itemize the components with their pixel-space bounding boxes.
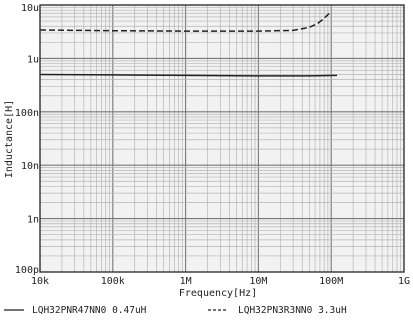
- x-tick-label: 1M: [180, 276, 192, 287]
- legend-label-1: LQH32PNR47NN0 0.47uH: [32, 305, 147, 316]
- y-tick-label: 100n: [15, 108, 39, 119]
- y-tick-labels: 10u 1u 100n 10n 1n 100p: [15, 3, 39, 276]
- plot-frame: [39, 4, 405, 273]
- x-tick-label: 10k: [31, 276, 49, 287]
- legend-label-2: LQH32PN3R3NN0 3.3uH: [238, 305, 347, 316]
- x-tick-labels: 10k 100k 1M 10M 100M 1G: [31, 276, 410, 287]
- plot-background: [40, 5, 404, 272]
- y-tick-label: 100p: [15, 265, 39, 276]
- legend: LQH32PNR47NN0 0.47uH LQH32PN3R3NN0 3.3uH: [4, 305, 347, 316]
- series-line-1: [39, 73, 338, 77]
- x-tick-label: 100k: [101, 276, 125, 287]
- x-axis-label: Frequency[Hz]: [179, 288, 257, 299]
- grid: [39, 5, 404, 273]
- y-axis-label: Inductance[H]: [4, 100, 15, 178]
- x-tick-label: 100M: [319, 276, 343, 287]
- y-tick-label: 1u: [27, 54, 39, 65]
- x-tick-label: 1G: [398, 276, 410, 287]
- y-tick-label: 10n: [21, 161, 39, 172]
- series-group: [39, 12, 338, 77]
- series-line-2: [39, 12, 331, 32]
- x-tick-label: 10M: [249, 276, 267, 287]
- y-tick-label: 1n: [27, 215, 39, 226]
- y-tick-label: 10u: [21, 3, 39, 14]
